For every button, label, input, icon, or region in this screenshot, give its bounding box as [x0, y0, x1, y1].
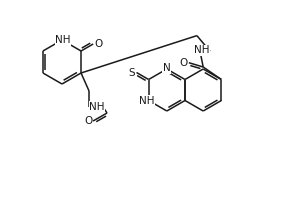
Text: O: O: [180, 58, 188, 68]
Text: S: S: [128, 68, 135, 78]
Text: NH: NH: [55, 35, 71, 45]
Text: NH: NH: [89, 102, 105, 112]
Text: N: N: [163, 63, 171, 73]
Text: O: O: [84, 116, 92, 126]
Text: O: O: [94, 39, 102, 49]
Text: NH: NH: [194, 45, 210, 55]
Text: NH: NH: [139, 96, 154, 106]
